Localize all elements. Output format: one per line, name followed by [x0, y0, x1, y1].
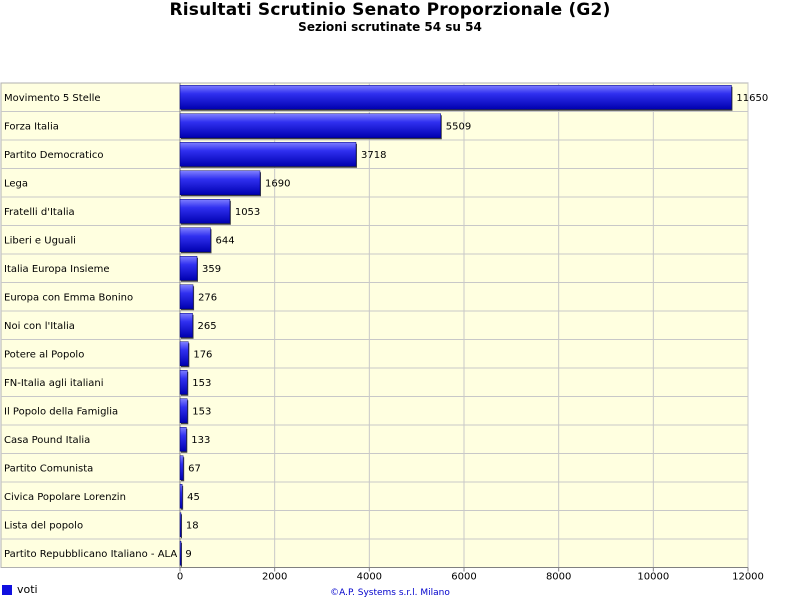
value-label: 265	[198, 321, 217, 332]
bar-shadow	[181, 514, 182, 539]
category-label: Lista del popolo	[4, 520, 83, 531]
category-label: Lega	[4, 178, 28, 189]
value-label: 11650	[736, 93, 768, 104]
bar	[179, 370, 188, 395]
legend-swatch	[2, 584, 12, 595]
bar	[179, 313, 193, 338]
category-label: Fratelli d'Italia	[4, 207, 75, 218]
category-label: Casa Pound Italia	[4, 435, 90, 446]
bar	[179, 199, 231, 224]
category-label: FN-Italia agli italiani	[4, 378, 104, 389]
value-label: 5509	[446, 121, 471, 132]
value-label: 1053	[235, 207, 260, 218]
category-label: Liberi e Uguali	[4, 235, 76, 246]
value-label: 153	[192, 378, 211, 389]
category-label: Potere al Popolo	[4, 349, 84, 360]
x-tick-label: 2000	[262, 572, 287, 583]
category-label: Italia Europa Insieme	[4, 264, 110, 275]
copyright-footer: ©A.P. Systems s.r.l. Milano	[330, 588, 450, 598]
bar	[179, 227, 211, 252]
value-label: 45	[187, 492, 200, 503]
value-label: 3718	[361, 150, 386, 161]
bar	[179, 142, 357, 167]
category-label: Partito Comunista	[4, 463, 93, 474]
category-label: Civica Popolare Lorenzin	[4, 492, 126, 503]
bar	[179, 85, 732, 110]
bar	[179, 256, 198, 281]
plot-background	[0, 82, 749, 568]
value-label: 644	[215, 235, 234, 246]
value-label: 67	[188, 463, 201, 474]
category-label: Partito Democratico	[4, 150, 104, 161]
category-label: Forza Italia	[4, 121, 59, 132]
value-label: 133	[191, 435, 210, 446]
value-label: 1690	[265, 178, 290, 189]
category-label: Partito Repubblicano Italiano - ALA	[4, 549, 177, 560]
bar	[179, 341, 189, 366]
category-label: Movimento 5 Stelle	[4, 93, 101, 104]
legend-label: voti	[17, 583, 38, 596]
category-label: Il Popolo della Famiglia	[4, 406, 118, 417]
chart-title: Risultati Scrutinio Senato Proporzionale…	[169, 0, 611, 20]
value-label: 153	[192, 406, 211, 417]
x-tick-label: 8000	[546, 572, 571, 583]
bar	[179, 398, 188, 423]
bar	[179, 284, 194, 309]
bar	[179, 512, 182, 537]
bar-shadow	[181, 542, 182, 567]
bar	[179, 455, 184, 480]
value-label: 176	[193, 349, 212, 360]
value-label: 359	[202, 264, 221, 275]
legend: voti	[2, 583, 38, 596]
x-tick-label: 4000	[357, 572, 382, 583]
value-label: 276	[198, 292, 217, 303]
value-label: 18	[186, 520, 199, 531]
value-label: 9	[185, 549, 191, 560]
bar	[179, 541, 182, 566]
category-label: Europa con Emma Bonino	[4, 292, 133, 303]
x-tick-label: 0	[177, 572, 183, 583]
bar	[179, 484, 183, 509]
x-tick-label: 6000	[451, 572, 476, 583]
bar	[179, 170, 261, 195]
x-tick-label: 12000	[732, 572, 764, 583]
bar	[179, 113, 442, 138]
chart-subtitle: Sezioni scrutinate 54 su 54	[298, 20, 482, 34]
bar	[179, 427, 187, 452]
x-tick-label: 10000	[637, 572, 669, 583]
category-label: Noi con l'Italia	[4, 321, 75, 332]
